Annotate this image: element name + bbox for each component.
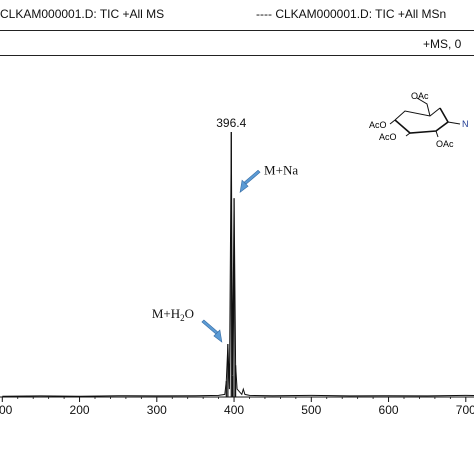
structure-label-oac-bottom: OAc	[436, 139, 454, 149]
m-na-arrow	[239, 169, 261, 193]
legend-ms: CLKAM000001.D: TIC +All MS	[0, 7, 165, 21]
structure-label-oac-top: OAc	[411, 91, 429, 101]
ch2-bond	[416, 97, 431, 117]
x-tick-label-100: 100	[0, 403, 13, 417]
spectrum-info-band: +MS, 0	[0, 31, 474, 56]
series-line-0	[2, 131, 474, 397]
structure-label-aco-bottom: AcO	[379, 132, 397, 142]
ms-mode-label: +MS, 0	[423, 37, 462, 51]
m-h2o-label: M+H2O	[152, 306, 194, 323]
legend-header: CLKAM000001.D: TIC +All MS ---- CLKAM000…	[0, 0, 474, 31]
x-tick-label-300: 300	[147, 403, 167, 417]
glucosyl-structure-diagram: OAc AcO AcO OAc N	[369, 91, 469, 149]
x-tick-label-200: 200	[70, 403, 90, 417]
structure-label-n: N	[462, 119, 469, 129]
c4-bond	[389, 119, 396, 125]
m-na-label: M+Na	[264, 162, 298, 177]
x-tick-label-400: 400	[224, 403, 244, 417]
x-tick-label-500: 500	[301, 403, 321, 417]
structure-label-aco-left: AcO	[369, 120, 387, 130]
c3-bond	[405, 132, 411, 137]
ring-bottom-bonds	[394, 107, 450, 134]
x-tick-label-600: 600	[379, 403, 399, 417]
m-h2o-arrow	[201, 319, 223, 343]
legend-msn: ---- CLKAM000001.D: TIC +All MSn	[256, 7, 447, 21]
c1-bond	[447, 121, 461, 125]
x-tick-label-700: 700	[456, 403, 474, 417]
ring-top-bonds	[394, 107, 441, 121]
peak-label-396: 396.4	[216, 116, 246, 130]
c2-bond	[435, 130, 439, 138]
